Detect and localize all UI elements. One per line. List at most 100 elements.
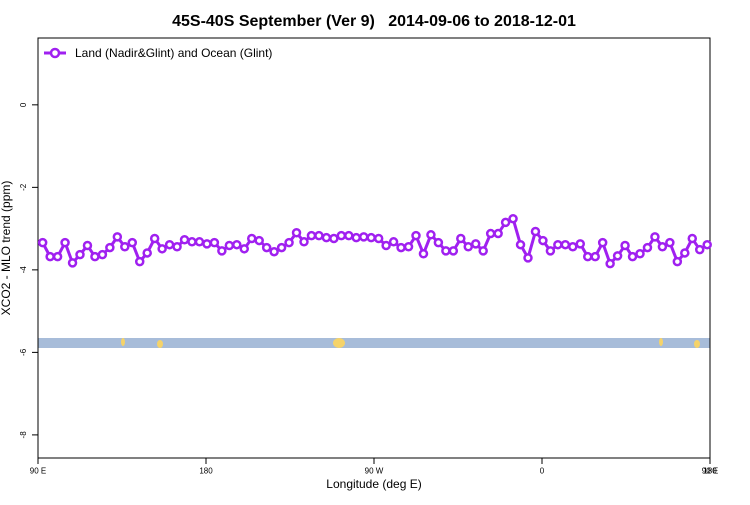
x-axis-label: Longitude (deg E) (326, 477, 421, 491)
point (687, 233, 698, 244)
point (635, 249, 645, 259)
point (172, 242, 182, 252)
x-tick-label: 180 (703, 467, 717, 476)
point (164, 239, 175, 250)
y-tick-label: -2 (19, 183, 28, 191)
point (582, 251, 593, 262)
point (97, 249, 108, 260)
point (284, 237, 294, 248)
point (500, 217, 511, 228)
point (37, 237, 48, 248)
point (680, 248, 690, 258)
point (157, 244, 167, 254)
point (478, 246, 488, 256)
point (224, 240, 235, 251)
point (351, 232, 362, 243)
point (194, 237, 205, 247)
point (545, 246, 556, 256)
x-tick-label: 90 E (30, 467, 46, 476)
point (306, 230, 317, 241)
point (493, 228, 503, 239)
point (149, 233, 160, 244)
point (642, 242, 653, 253)
y-tick-label: 0 (19, 102, 28, 107)
legend-label: Land (Nadir&Glint) and Ocean (Glint) (75, 46, 272, 60)
point (456, 233, 466, 244)
point (209, 237, 220, 248)
point (291, 227, 302, 238)
point (508, 213, 518, 224)
point (568, 242, 578, 252)
x-tick-label: 180 (199, 467, 213, 476)
y-tick-label: -4 (19, 266, 28, 274)
point (418, 249, 429, 259)
point (515, 239, 526, 250)
point (538, 235, 548, 246)
point (590, 251, 600, 262)
point (202, 239, 212, 249)
point (441, 246, 451, 256)
land-ocean-strip (38, 338, 710, 348)
point (523, 253, 533, 263)
point (650, 232, 660, 242)
point (45, 251, 55, 262)
y-tick-label: -6 (19, 348, 28, 356)
point (605, 258, 615, 269)
point (90, 251, 100, 262)
y-axis-label: XCO2 - MLO trend (ppm) (0, 181, 13, 316)
point (620, 240, 630, 251)
point (299, 237, 309, 247)
point (75, 249, 85, 260)
point (232, 239, 242, 250)
point (254, 235, 264, 246)
point (336, 230, 347, 241)
x-tick-label: 0 (540, 467, 545, 476)
point (702, 239, 712, 250)
point (276, 242, 287, 253)
point (179, 234, 190, 245)
point (373, 233, 384, 244)
point (105, 242, 115, 253)
point (575, 239, 586, 249)
point (665, 237, 675, 248)
point (142, 248, 152, 258)
point (672, 256, 683, 267)
point (485, 228, 496, 239)
point (134, 256, 145, 267)
point (82, 240, 93, 251)
point (463, 242, 474, 252)
point (388, 237, 399, 247)
point (448, 246, 459, 256)
point (396, 242, 406, 253)
point (344, 230, 354, 241)
plot-frame (37, 37, 711, 459)
point (426, 230, 436, 240)
point (67, 258, 78, 268)
point (358, 232, 369, 242)
point (329, 233, 339, 244)
point (597, 237, 608, 248)
point (120, 242, 130, 252)
point (269, 246, 279, 257)
point (112, 232, 123, 242)
chart-title: 45S-40S September (Ver 9) 2014-09-06 to … (172, 13, 576, 30)
point (314, 230, 324, 241)
point (239, 244, 250, 254)
y-tick-label: -8 (19, 431, 28, 439)
point (217, 246, 227, 256)
point (52, 251, 63, 262)
point (246, 233, 257, 244)
point (530, 226, 541, 237)
point (694, 244, 705, 255)
legend-marker (49, 47, 61, 59)
point (127, 237, 138, 248)
point (366, 232, 376, 243)
point (560, 239, 571, 250)
point (403, 242, 414, 252)
point (60, 237, 70, 248)
x-tick-label: 90 E (702, 467, 718, 476)
point (381, 240, 391, 251)
point (187, 237, 197, 247)
point (612, 251, 623, 261)
